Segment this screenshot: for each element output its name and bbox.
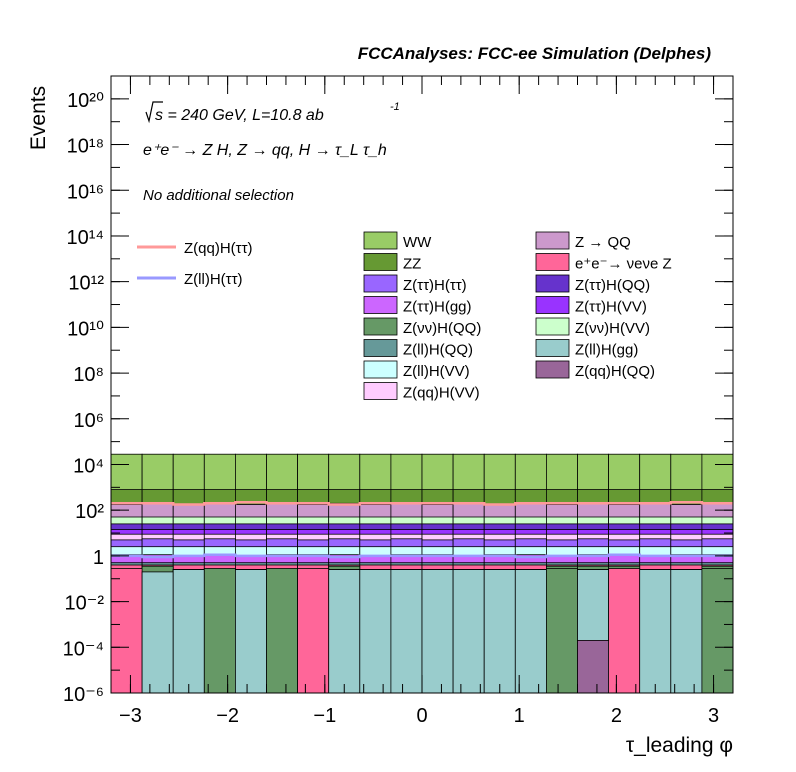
legend-line-label: Z(ll)H(ττ) <box>184 271 243 288</box>
legend-entry-label: Z(qq)H(QQ) <box>575 363 655 380</box>
low-bar-bin-19 <box>701 568 734 694</box>
annotation-selection: No additional selection <box>143 187 294 204</box>
low-bar-bin-16 <box>608 568 641 694</box>
signal-lines-layer <box>111 500 733 559</box>
y-tick-label: 10¹⁴ <box>67 227 105 249</box>
legend-entry-label: Z → QQ <box>575 234 631 251</box>
legend-swatch <box>363 360 398 379</box>
y-tick-label: 10⁴ <box>73 455 104 477</box>
x-tick-label: 2 <box>611 705 622 727</box>
legend-entry-label: Z(qq)H(VV) <box>403 385 480 402</box>
legend-entry-label: Z(ττ)H(VV) <box>575 299 647 316</box>
legend-entry-label: Z(νν)H(QQ) <box>403 320 481 337</box>
legend-swatch <box>363 253 398 271</box>
legend-swatch <box>535 296 570 314</box>
line-z-ll-h- <box>111 553 733 559</box>
y-tick-label: 10¹⁶ <box>67 181 104 203</box>
legend-swatch <box>535 317 570 336</box>
low-bar-bin-7 <box>328 569 361 694</box>
y-axis-label: Events <box>27 86 50 150</box>
x-tick-label: −2 <box>216 705 239 727</box>
y-tick-label: 10² <box>75 501 104 523</box>
y-tick-label: 10⁶ <box>74 410 104 432</box>
legend-line-label: Z(qq)H(ττ) <box>184 240 253 257</box>
y-tick-label: 1 <box>93 547 104 569</box>
low-bar-bin-0 <box>110 568 143 694</box>
legend-swatch <box>535 231 570 250</box>
x-axis-label: τ_leading φ <box>626 734 733 757</box>
low-bar-bin-3 <box>203 568 236 694</box>
legend-entry-label: Z(ll)H(VV) <box>403 363 470 380</box>
x-tick-label: 0 <box>416 705 427 727</box>
low-bar-bin-6 <box>297 568 330 694</box>
legend-entry-label: Z(νν)H(VV) <box>575 320 650 337</box>
legend-entry-label: Z(ττ)H(QQ) <box>575 277 650 294</box>
low-bar-bin-12 <box>483 569 516 694</box>
low-bar-bin-11 <box>452 569 485 694</box>
legend-entry-label: Z(ll)H(QQ) <box>403 342 473 359</box>
y-tick-label: 10⁻⁴ <box>63 638 104 660</box>
low-bar-bin-14 <box>546 568 578 694</box>
y-tick-label: 10⁸ <box>73 364 104 386</box>
legend-entry-label: e⁺e⁻→ νeνe Z <box>575 256 672 273</box>
legend-entry-label: ZZ <box>403 256 421 273</box>
x-tick-label: 3 <box>708 705 719 727</box>
y-tick-label: 10¹² <box>68 273 104 295</box>
x-tick-label: −1 <box>313 705 336 727</box>
legend-swatch <box>535 360 570 379</box>
ticks-layer: −3 −2 −1 0 1 2 3 10⁻⁶ 10⁻⁴ 10⁻² 1 10² 10⁴ 10⁶ 10⁸ 10¹⁰ 1… <box>63 76 734 727</box>
legend-entry-label: Z(ττ)H(ττ) <box>403 277 467 294</box>
y-tick-label: 10⁻⁶ <box>63 684 104 706</box>
legend-swatch <box>363 296 398 314</box>
low-bar-bin-13 <box>514 569 547 694</box>
annotation-process: e⁺e⁻ → Z H, Z → qq, H → τ_L τ_h <box>143 142 387 159</box>
legend-swatch <box>363 382 398 400</box>
annotation-lumi-exponent: -1 <box>390 101 400 113</box>
legend-swatch <box>535 253 570 271</box>
y-tick-label: 10¹⁰ <box>67 318 104 340</box>
low-bar-bin-18 <box>670 569 703 694</box>
legend-swatch <box>363 274 398 293</box>
legend-swatch <box>363 317 398 336</box>
y-tick-label: 10⁻² <box>65 593 105 615</box>
legend-swatch <box>535 339 570 357</box>
legend-entry-label: Z(ττ)H(gg) <box>403 299 472 316</box>
x-tick-label: −3 <box>119 705 142 727</box>
legend-swatch <box>535 274 570 293</box>
chart-title: FCCAnalyses: FCC-ee Simulation (Delphes) <box>358 44 712 63</box>
low-bar-bin-8 <box>359 569 392 694</box>
stack-layer <box>110 453 734 694</box>
legend-swatch <box>363 231 398 250</box>
legend-entry-label: WW <box>403 234 432 251</box>
bar-zqq-hqq-bin-15 <box>577 640 610 694</box>
low-bar-bin-1 <box>141 571 174 694</box>
legend-entry-label: Z(ll)H(gg) <box>575 342 638 359</box>
line-z-qq-h- <box>111 500 733 506</box>
annotation-energy: s = 240 GeV, L=10.8 ab -1 <box>145 101 400 124</box>
low-bar-bin-10 <box>421 569 454 694</box>
legend-swatch <box>363 339 398 357</box>
y-tick-label: 10²⁰ <box>67 90 104 112</box>
low-bar-bin-4 <box>234 569 267 694</box>
low-bar-bin-17 <box>639 569 672 694</box>
legend: Z(qq)H(ττ) Z(ll)H(ττ) WW ZZ Z(ττ)H(ττ) Z(ττ)H… <box>137 231 672 402</box>
low-bar-bin-5 <box>266 568 299 694</box>
x-tick-label: 1 <box>514 705 525 727</box>
sqrt-icon <box>145 101 163 124</box>
annotation-sqrt-s: s = 240 GeV, L=10.8 ab <box>155 107 324 124</box>
y-tick-label: 10¹⁸ <box>67 136 104 158</box>
low-bar-bin-9 <box>390 569 423 694</box>
low-bar-bin-2 <box>172 569 205 694</box>
